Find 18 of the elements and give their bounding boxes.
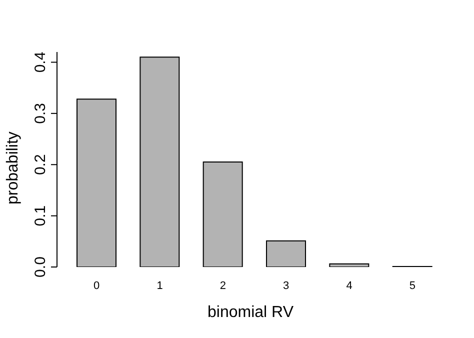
y-tick-label: 0.3 bbox=[32, 103, 49, 124]
y-tick-label: 0.1 bbox=[32, 205, 49, 226]
bar bbox=[76, 98, 116, 267]
bar bbox=[140, 56, 180, 267]
y-tick-label: 0.4 bbox=[32, 52, 49, 73]
x-axis-title: binomial RV bbox=[208, 304, 294, 321]
bar bbox=[266, 240, 306, 267]
y-tick-label: 0.0 bbox=[32, 256, 49, 278]
x-tick-label: 4 bbox=[346, 280, 352, 292]
x-tick-label: 2 bbox=[220, 280, 226, 292]
bar bbox=[329, 263, 370, 267]
x-tick-label: 3 bbox=[283, 280, 290, 292]
bar bbox=[202, 162, 243, 267]
x-tick-label: 1 bbox=[156, 280, 163, 292]
x-tick-label: 0 bbox=[94, 280, 100, 292]
y-axis-title: probability bbox=[4, 132, 22, 204]
x-tick-label: 5 bbox=[409, 280, 416, 292]
y-tick-label: 0.2 bbox=[32, 154, 49, 176]
